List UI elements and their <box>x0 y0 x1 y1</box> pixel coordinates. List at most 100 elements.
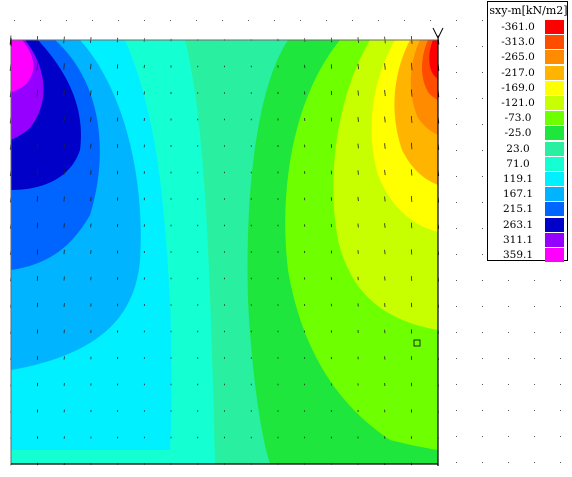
grid-dot <box>326 20 327 21</box>
element-tick <box>410 196 413 202</box>
legend-swatch <box>545 65 564 80</box>
grid-dot <box>222 20 223 21</box>
legend-label: -121.0 <box>501 97 535 109</box>
legend-swatch <box>545 248 564 262</box>
element-tick <box>410 89 413 97</box>
element-tick <box>384 63 386 70</box>
grid-dot <box>508 280 509 281</box>
grid-dot <box>560 358 561 359</box>
grid-dot <box>456 462 457 463</box>
grid-dot <box>404 20 405 21</box>
element-tick <box>36 249 39 255</box>
support-marker-top-right <box>432 27 444 46</box>
legend-swatch <box>545 50 564 65</box>
legend-swatch <box>545 111 564 126</box>
grid-dot <box>274 20 275 21</box>
grid-dot <box>482 202 483 203</box>
grid-dot <box>560 332 561 333</box>
legend-label: -313.0 <box>501 36 535 49</box>
grid-dot <box>378 20 379 21</box>
grid-dot <box>352 20 353 21</box>
element-tick <box>410 142 413 150</box>
legend-label: -361.0 <box>501 21 535 33</box>
legend-swatch <box>545 20 564 34</box>
grid-dot <box>66 20 67 21</box>
grid-dot <box>482 72 483 73</box>
legend-label: -265.0 <box>501 51 535 64</box>
element-tick <box>384 116 386 123</box>
grid-dot <box>456 358 457 359</box>
grid-dot <box>482 124 483 125</box>
grid-dot <box>482 358 483 359</box>
grid-dot <box>508 358 509 359</box>
grid-dot <box>508 462 509 463</box>
legend-swatch <box>545 172 564 186</box>
grid-dot <box>456 124 457 125</box>
grid-dot <box>456 306 457 307</box>
legend-label: 167.1 <box>502 188 534 201</box>
band-left-magenta <box>11 40 34 92</box>
grid-dot <box>534 306 535 307</box>
grid-dot <box>118 20 119 21</box>
grid-dot <box>482 462 483 463</box>
grid-dot <box>456 46 457 47</box>
grid-dot <box>456 332 457 333</box>
element-tick <box>63 169 65 176</box>
grid-dot <box>508 384 509 385</box>
legend-label: -217.0 <box>501 66 535 79</box>
legend-swatch <box>545 187 564 202</box>
grid-dot <box>456 254 457 255</box>
grid-dot <box>560 462 561 463</box>
grid-dot <box>456 384 457 385</box>
element-tick <box>410 169 413 176</box>
legend-label: 71.0 <box>506 157 530 170</box>
contour-legend: sxy-m[kN/m2] -361.0 -313.0 -265.0 -217.0 -16… <box>487 1 568 262</box>
grid-dot <box>456 150 457 151</box>
element-tick <box>384 169 386 176</box>
grid-dot <box>482 436 483 437</box>
grid-dot <box>482 176 483 177</box>
element-tick <box>90 63 92 70</box>
element-tick <box>36 116 39 123</box>
grid-dot <box>534 332 535 333</box>
legend-label: 263.1 <box>502 218 534 231</box>
grid-dot <box>534 280 535 281</box>
grid-dot <box>300 20 301 21</box>
grid-dot <box>534 358 535 359</box>
grid-dot <box>482 228 483 229</box>
grid-dot <box>534 384 535 385</box>
legend-swatch <box>545 126 564 141</box>
element-tick <box>384 89 386 97</box>
grid-dot <box>456 280 457 281</box>
grid-dot <box>482 46 483 47</box>
grid-dot <box>534 436 535 437</box>
grid-dot <box>430 20 431 21</box>
grid-dot <box>482 280 483 281</box>
background-grid <box>14 20 561 463</box>
element-tick <box>384 143 386 149</box>
legend-label: 311.1 <box>502 233 534 246</box>
band-right-red <box>429 40 438 79</box>
element-tick <box>63 89 65 97</box>
grid-dot <box>456 436 457 437</box>
legend-swatch <box>545 80 564 95</box>
element-tick <box>410 249 413 255</box>
element-tick <box>36 62 39 71</box>
element-tick <box>410 62 413 71</box>
legend-title: sxy-m[kN/m2] <box>489 4 568 17</box>
element-tick <box>36 89 39 97</box>
grid-dot <box>508 332 509 333</box>
legend-label: 119.1 <box>502 173 534 185</box>
element-tick <box>36 222 39 229</box>
element-tick <box>410 116 413 123</box>
grid-dot <box>482 306 483 307</box>
element-tick <box>36 142 39 150</box>
grid-dot <box>456 20 457 21</box>
legend-label: -73.0 <box>504 112 532 125</box>
selected-node-marker[interactable] <box>413 339 421 347</box>
legend-swatch <box>545 217 564 232</box>
legend-swatch <box>545 202 564 217</box>
grid-dot <box>456 202 457 203</box>
